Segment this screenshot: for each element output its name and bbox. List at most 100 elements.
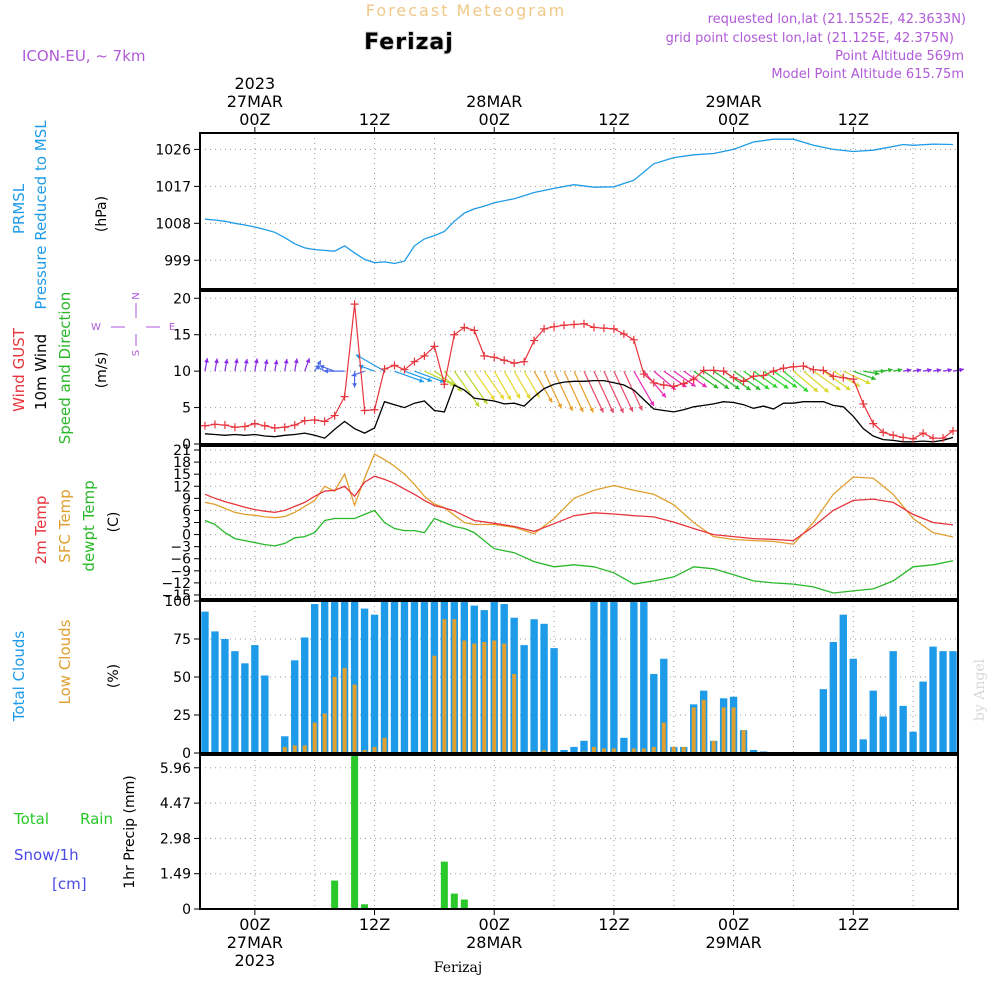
wind-arrowhead	[649, 401, 655, 407]
low-cloud-bar	[462, 640, 467, 753]
low-cloud-bar	[482, 642, 487, 753]
footer-location: Ferizaj	[434, 960, 482, 976]
low-cloud-bar	[352, 684, 357, 753]
gust-marker	[679, 379, 688, 388]
gust-marker	[400, 365, 409, 374]
gust-marker	[250, 419, 259, 428]
total-cloud-bar	[251, 645, 259, 753]
total-cloud-bar	[241, 663, 249, 753]
compass-e: E	[169, 322, 175, 333]
wind-arrow	[803, 370, 830, 393]
wind-arrowhead	[823, 387, 829, 393]
low-cloud-bar	[601, 748, 606, 753]
time-label-bottom: 27MAR	[227, 933, 283, 952]
y-tick-label: 6	[182, 503, 191, 519]
y-tick-label: 12	[173, 479, 191, 495]
low-cloud-bar	[721, 707, 726, 753]
total-label: Total	[13, 810, 49, 828]
y-tick-label: −6	[170, 552, 191, 568]
gust-marker	[789, 362, 798, 371]
total-cloud-bar	[749, 749, 758, 753]
total-cloud-bar	[360, 608, 369, 753]
gust-marker	[510, 359, 519, 368]
wind-arrowhead	[506, 395, 511, 401]
gust-marker	[370, 405, 379, 414]
total-cloud-bar	[879, 716, 887, 753]
low-cloud-bar	[691, 707, 696, 753]
gust-marker	[550, 322, 559, 331]
prmsl-sub-label: Pressure Reduced to MSL	[32, 120, 50, 310]
wind-arrowhead	[557, 403, 562, 409]
wind-arrow	[643, 370, 667, 398]
wind-arrowhead	[214, 358, 219, 364]
wind-arrowhead	[474, 401, 480, 407]
panel-frame	[199, 290, 959, 445]
wind-arrowhead	[764, 384, 770, 390]
compass-n: N	[131, 292, 142, 299]
rain-bar	[351, 755, 359, 909]
snow-label: Snow/1h	[14, 846, 79, 864]
y-tick-label: 4.47	[160, 796, 191, 812]
gust-marker	[759, 371, 768, 380]
wind-arrowhead	[490, 395, 495, 401]
wind-arrowhead	[813, 387, 819, 392]
total-cloud-bar	[590, 601, 598, 753]
wind-arrow	[453, 370, 480, 408]
clouds-panel: 0 25 50 75 100	[164, 594, 959, 762]
total-cloud-bar	[839, 614, 847, 753]
wind-arrowhead	[723, 384, 729, 389]
total-cloud-bar	[819, 689, 828, 753]
wind-arrowhead	[734, 384, 740, 390]
low-cloud-bar	[382, 737, 387, 753]
gust-marker	[879, 428, 888, 437]
low-cloud-bar	[741, 730, 746, 753]
total-cloud-bar	[939, 651, 947, 753]
compass-rose: N W E S	[91, 292, 175, 356]
time-label-top: 29MAR	[705, 92, 761, 111]
rain-label: Rain	[80, 810, 113, 828]
wind-arrow	[443, 370, 463, 393]
wind-arrowhead	[568, 405, 573, 411]
precip-panel: 0 1.49 2.98 4.47 5.96	[160, 754, 959, 918]
wind-arrowhead	[316, 360, 321, 366]
wind-arrowhead	[880, 368, 886, 374]
y-tick-label: 9	[182, 491, 191, 507]
wind-arrow	[623, 370, 643, 411]
wind-arrowhead	[783, 384, 789, 389]
y-tick-label: 20	[173, 291, 191, 307]
low-cloud-bar	[701, 699, 706, 753]
gust-marker	[719, 367, 728, 376]
wind-panel: 0 5 10 15 20	[173, 290, 964, 453]
y-tick-label: 15	[173, 467, 191, 483]
gust-marker	[210, 420, 219, 429]
gust-label: Wind GUST	[10, 327, 28, 412]
wind-arrowhead	[547, 397, 553, 403]
grid-point-coords: grid point closest lon,lat (21.125E, 42.…	[666, 31, 954, 46]
gust-marker	[669, 382, 678, 391]
total-cloud-bar	[580, 740, 588, 753]
total-cloud-bar	[560, 749, 568, 753]
wind-arrowhead	[599, 407, 604, 413]
model-altitude: Model Point Altitude 615.75m	[771, 67, 964, 82]
wind-arrowhead	[589, 407, 594, 413]
wind-arrowhead	[628, 406, 634, 412]
wind-arrowhead	[283, 358, 289, 364]
wind-arrowhead	[315, 365, 321, 371]
wind-arrowhead	[916, 368, 922, 373]
gust-marker	[200, 421, 209, 430]
total-cloud-bar	[650, 673, 658, 753]
y-tick-label: 5	[182, 401, 191, 417]
wind-arrow	[493, 370, 512, 401]
total-cloud-bar	[640, 601, 648, 753]
wind-arrow	[813, 370, 841, 391]
wind-speed-line	[204, 379, 954, 443]
low-cloud-bar	[472, 643, 477, 753]
wind-arrowhead	[865, 379, 871, 385]
time-label-top: 00Z	[239, 110, 270, 129]
gust-marker	[629, 335, 638, 344]
gust-marker	[430, 342, 439, 351]
cloud-panel-labels: Total Clouds Low Clouds (%)	[10, 619, 122, 722]
wind-arrow	[843, 370, 871, 385]
temp-unit: (C)	[106, 512, 122, 533]
